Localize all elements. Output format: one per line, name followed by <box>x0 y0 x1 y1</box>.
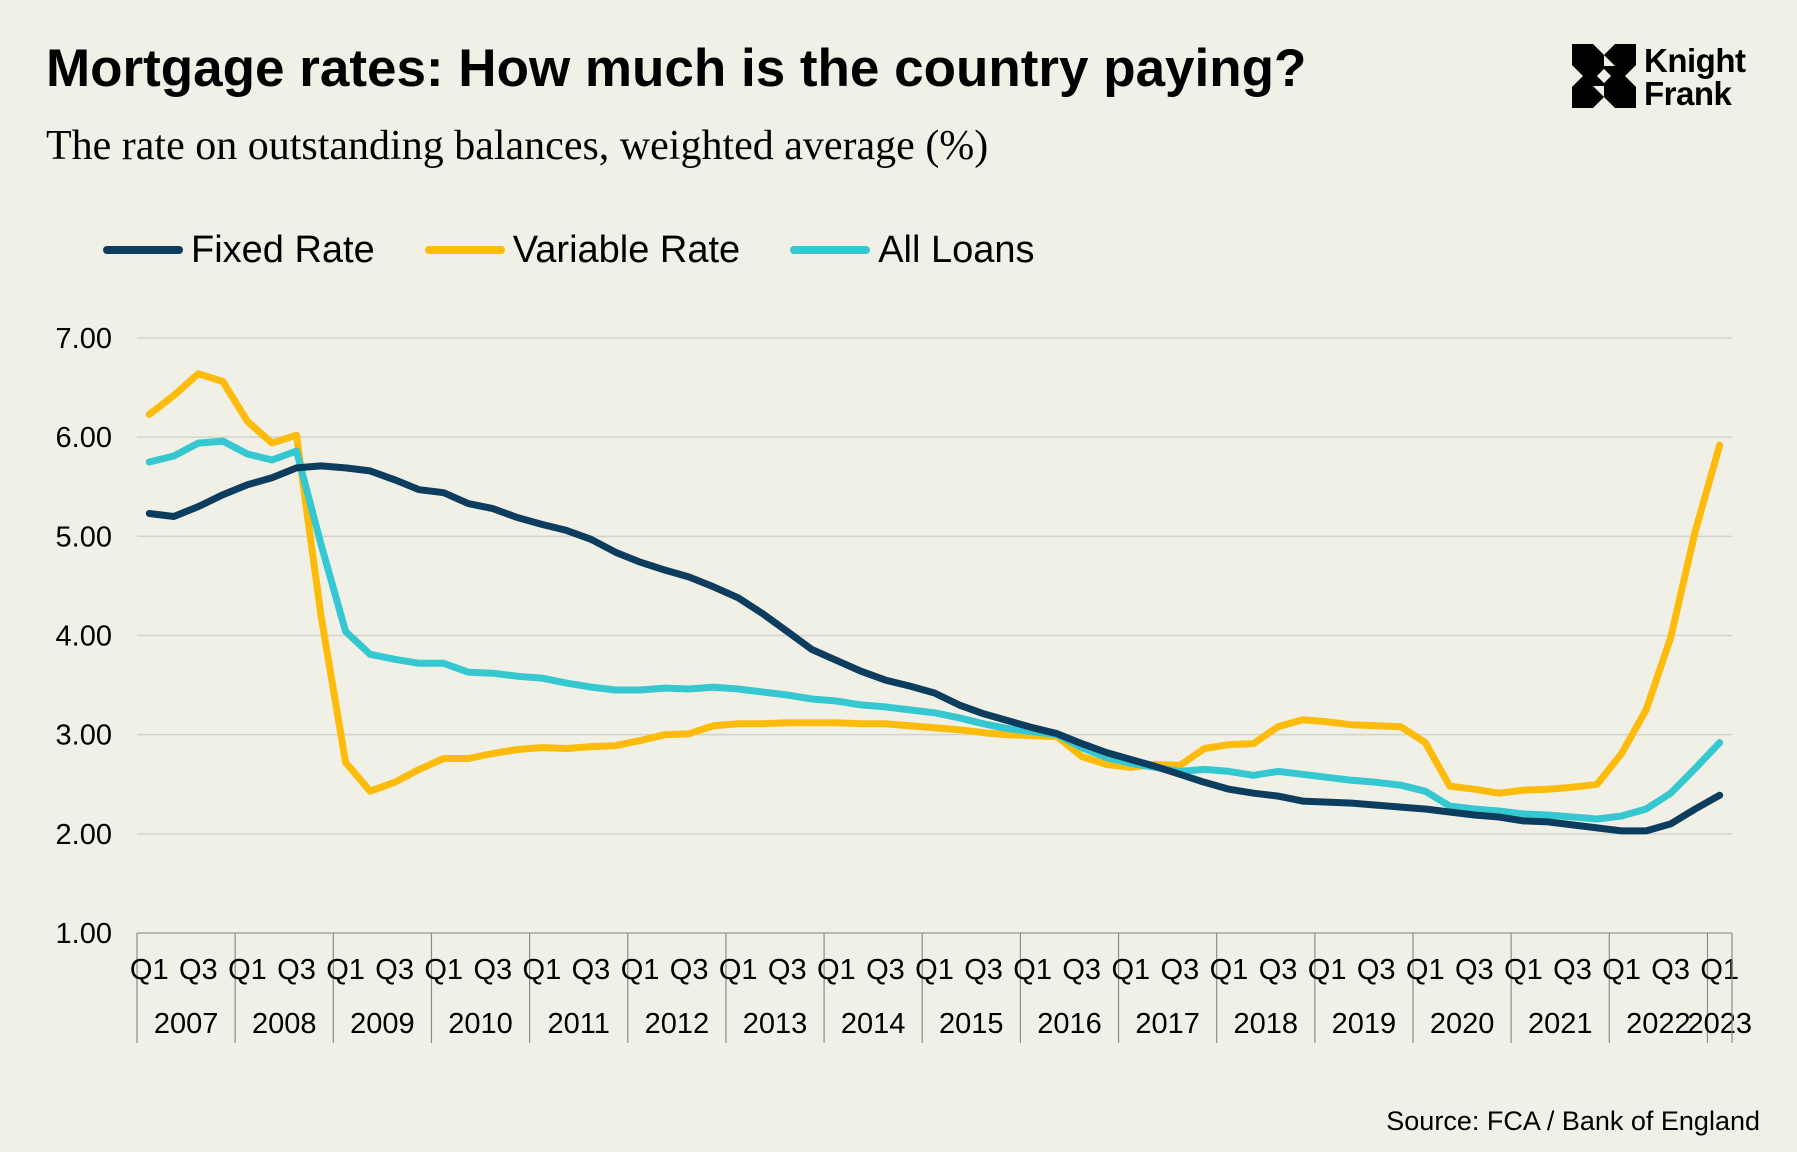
x-tick-label-quarter: Q1 <box>523 954 562 986</box>
x-tick-label-year: 2022 <box>1626 1008 1691 1040</box>
x-tick-label-quarter: Q3 <box>1062 954 1101 986</box>
x-tick-label-quarter: Q3 <box>375 954 414 986</box>
legend-item-variable-rate: Variable Rate <box>424 228 741 272</box>
x-tick-label-year: 2011 <box>548 1008 610 1040</box>
x-tick-label-quarter: Q1 <box>130 954 169 986</box>
line-chart: 1.00 2.00 3.00 4.00 5.00 6.00 7.00 Q1 Q3 2007 Q1 Q3… <box>56 323 1752 1043</box>
x-tick-label-year: 2010 <box>448 1008 513 1040</box>
x-tick-label-year: 2015 <box>939 1008 1004 1040</box>
chart-legend: Fixed Rate Variable Rate All Loans <box>103 222 1085 278</box>
series-line-all-loans <box>145 437 1724 823</box>
legend-item-fixed-rate: Fixed Rate <box>103 229 375 272</box>
legend-swatch-fixed-rate <box>103 246 183 254</box>
x-tick-label-quarter: Q3 <box>1455 954 1494 986</box>
x-tick-label-year: 2013 <box>743 1008 808 1040</box>
x-tick-label-year: 2008 <box>252 1008 317 1040</box>
legend-swatch-variable-rate <box>424 246 505 254</box>
x-tick-label-year: 2012 <box>645 1008 710 1040</box>
x-tick-label-quarter: Q1 <box>1700 954 1739 986</box>
y-tick-label: 1.00 <box>56 918 112 950</box>
x-tick-label-quarter: Q3 <box>1357 954 1396 986</box>
x-tick-label-year: 2007 <box>154 1008 219 1040</box>
x-tick-label-year: 2020 <box>1430 1008 1495 1040</box>
chart-subtitle: The rate on outstanding balances, weight… <box>46 123 989 169</box>
x-tick-label-quarter: Q1 <box>621 954 660 986</box>
x-tick-label-quarter: Q1 <box>228 954 267 986</box>
x-tick-label-year: 2019 <box>1332 1008 1397 1040</box>
x-tick-label-year: 2018 <box>1234 1008 1299 1040</box>
x-tick-label-quarter: Q3 <box>473 954 512 986</box>
knight-frank-logo: Knight Frank <box>1572 44 1762 114</box>
legend-item-all-loans: All Loans <box>790 228 1035 272</box>
x-tick-label-quarter: Q1 <box>1308 954 1347 986</box>
x-tick-label-quarter: Q1 <box>915 954 954 986</box>
x-tick-label-quarter: Q3 <box>1651 954 1690 986</box>
chart-area: 1.00 2.00 3.00 4.00 5.00 6.00 7.00 Q1 Q3 2007 Q1 Q3… <box>56 323 1752 1043</box>
x-tick-label-quarter: Q3 <box>1161 954 1200 986</box>
x-tick-label-year: 2021 <box>1528 1008 1593 1040</box>
x-tick-label-quarter: Q3 <box>1553 954 1592 986</box>
y-tick-label: 4.00 <box>56 621 112 653</box>
x-tick-label-quarter: Q3 <box>964 954 1003 986</box>
x-tick-label-quarter: Q3 <box>1259 954 1298 986</box>
x-tick-label-quarter: Q3 <box>768 954 807 986</box>
x-tick-label-quarter: Q3 <box>179 954 218 986</box>
x-tick-label-year: 2023 <box>1687 1008 1752 1040</box>
legend-label-all-loans: All Loans <box>878 228 1035 271</box>
logo-wordmark: Knight Frank <box>1644 42 1746 112</box>
x-tick-label-quarter: Q1 <box>1210 954 1249 986</box>
x-tick-label-year: 2009 <box>350 1008 415 1040</box>
x-tick-label-year: 2017 <box>1135 1008 1200 1040</box>
x-tick-label-quarter: Q3 <box>670 954 709 986</box>
x-tick-label-quarter: Q1 <box>1504 954 1543 986</box>
x-tick-label-quarter: Q3 <box>866 954 905 986</box>
y-tick-label: 6.00 <box>56 422 112 454</box>
y-tick-label: 7.00 <box>56 323 112 355</box>
series-line-fixed-rate <box>145 462 1724 835</box>
x-tick-label-quarter: Q1 <box>719 954 758 986</box>
x-tick-label-quarter: Q1 <box>1406 954 1445 986</box>
legend-swatch-all-loans <box>790 246 871 254</box>
x-tick-label-year: 2016 <box>1037 1008 1102 1040</box>
y-tick-label: 2.00 <box>56 819 112 851</box>
y-tick-label: 3.00 <box>56 720 112 752</box>
x-tick-label-quarter: Q3 <box>277 954 316 986</box>
chart-title: Mortgage rates: How much is the country … <box>46 39 1307 98</box>
x-tick-label-quarter: Q1 <box>1602 954 1641 986</box>
x-tick-label-quarter: Q1 <box>326 954 365 986</box>
x-tick-label-quarter: Q1 <box>817 954 856 986</box>
source-note: Source: FCA / Bank of England <box>1386 1106 1760 1136</box>
x-tick-label-quarter: Q1 <box>1013 954 1052 986</box>
series-line-variable-rate <box>145 370 1724 797</box>
x-tick-label-year: 2014 <box>841 1008 906 1040</box>
legend-label-variable-rate: Variable Rate <box>512 228 741 271</box>
x-tick-label-quarter: Q1 <box>1111 954 1150 986</box>
legend-label-fixed-rate: Fixed Rate <box>191 228 375 271</box>
x-tick-label-quarter: Q1 <box>424 954 463 986</box>
x-tick-label-quarter: Q3 <box>572 954 611 986</box>
y-tick-label: 5.00 <box>56 521 112 553</box>
logo-line-1: Knight <box>1644 42 1746 79</box>
logo-line-2: Frank <box>1644 75 1732 112</box>
knight-frank-logo-icon <box>1572 44 1636 108</box>
